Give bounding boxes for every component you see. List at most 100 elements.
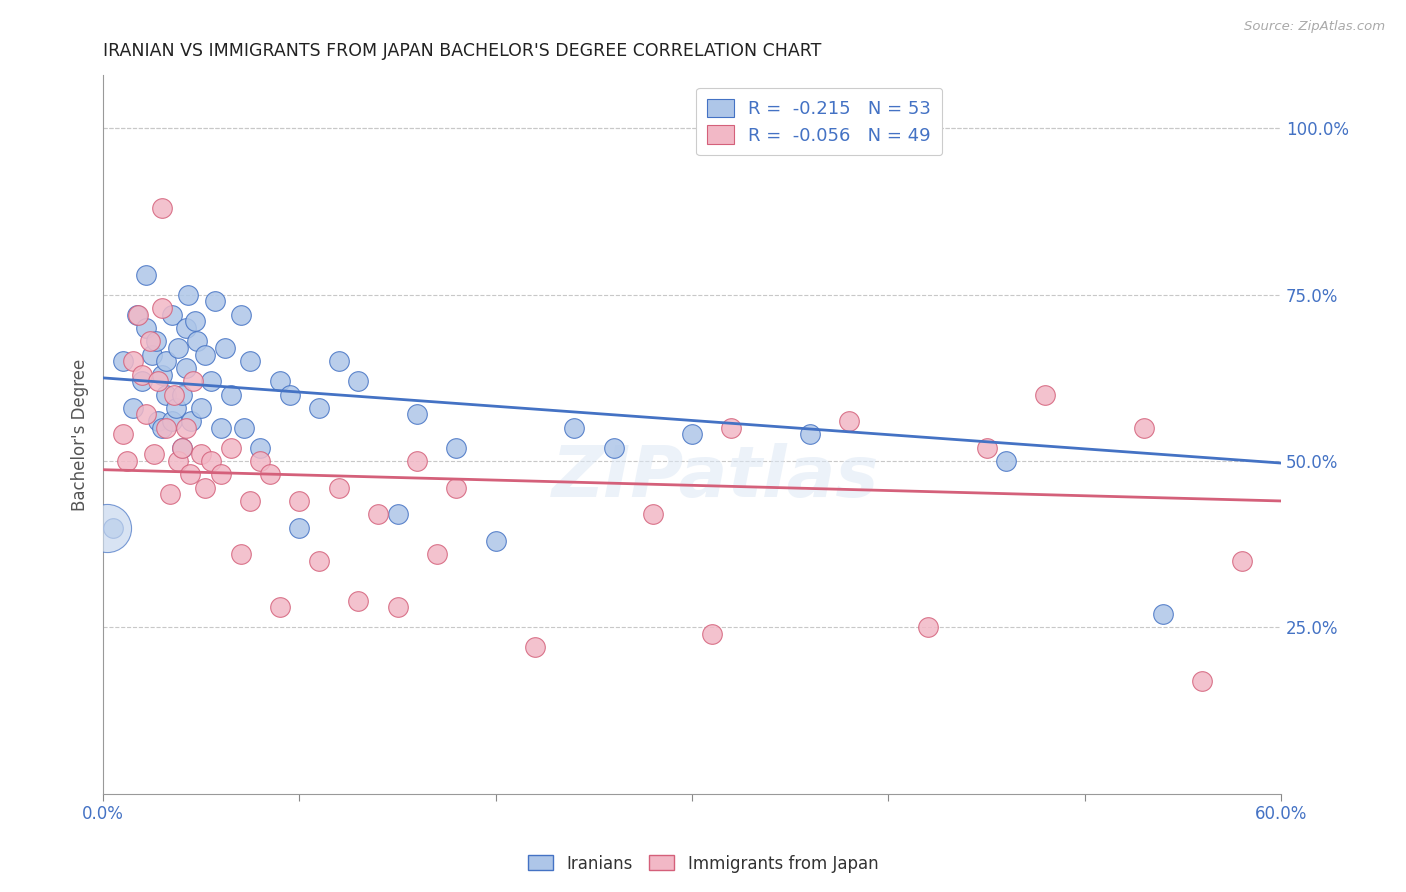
Point bbox=[259, 467, 281, 482]
Point bbox=[249, 441, 271, 455]
Point bbox=[1230, 554, 1253, 568]
Point bbox=[170, 387, 193, 401]
Point bbox=[131, 368, 153, 382]
Point bbox=[135, 321, 157, 335]
Point bbox=[269, 600, 291, 615]
Point bbox=[209, 467, 232, 482]
Text: ZIPatlas: ZIPatlas bbox=[553, 443, 879, 512]
Point bbox=[995, 454, 1018, 468]
Point bbox=[165, 401, 187, 415]
Point bbox=[367, 508, 389, 522]
Point bbox=[174, 421, 197, 435]
Point bbox=[229, 547, 252, 561]
Point bbox=[190, 401, 212, 415]
Point bbox=[121, 401, 143, 415]
Point bbox=[446, 481, 468, 495]
Point bbox=[1152, 607, 1174, 621]
Point bbox=[135, 268, 157, 282]
Point bbox=[155, 354, 177, 368]
Point bbox=[209, 421, 232, 435]
Point bbox=[150, 201, 173, 215]
Point bbox=[269, 374, 291, 388]
Point bbox=[387, 600, 409, 615]
Point bbox=[170, 441, 193, 455]
Point bbox=[145, 334, 167, 349]
Y-axis label: Bachelor's Degree: Bachelor's Degree bbox=[72, 359, 89, 510]
Point bbox=[446, 441, 468, 455]
Point bbox=[233, 421, 256, 435]
Point bbox=[101, 520, 124, 534]
Point bbox=[160, 308, 183, 322]
Point bbox=[159, 487, 181, 501]
Point bbox=[131, 374, 153, 388]
Point bbox=[308, 401, 330, 415]
Point bbox=[720, 421, 742, 435]
Point bbox=[174, 360, 197, 375]
Point bbox=[406, 408, 429, 422]
Point bbox=[1132, 421, 1154, 435]
Point bbox=[166, 454, 188, 468]
Point bbox=[838, 414, 860, 428]
Point bbox=[115, 454, 138, 468]
Point bbox=[150, 421, 173, 435]
Point bbox=[347, 593, 370, 607]
Point bbox=[406, 454, 429, 468]
Point bbox=[799, 427, 821, 442]
Point bbox=[121, 354, 143, 368]
Text: IRANIAN VS IMMIGRANTS FROM JAPAN BACHELOR'S DEGREE CORRELATION CHART: IRANIAN VS IMMIGRANTS FROM JAPAN BACHELO… bbox=[103, 42, 821, 60]
Legend: R =  -0.215   N = 53, R =  -0.056   N = 49: R = -0.215 N = 53, R = -0.056 N = 49 bbox=[696, 87, 942, 155]
Point bbox=[347, 374, 370, 388]
Point bbox=[135, 408, 157, 422]
Point bbox=[917, 620, 939, 634]
Point bbox=[219, 387, 242, 401]
Point bbox=[194, 348, 217, 362]
Point bbox=[562, 421, 585, 435]
Point bbox=[387, 508, 409, 522]
Point bbox=[139, 334, 162, 349]
Point bbox=[150, 301, 173, 315]
Point bbox=[426, 547, 449, 561]
Point bbox=[180, 414, 202, 428]
Point bbox=[524, 640, 547, 655]
Legend: Iranians, Immigrants from Japan: Iranians, Immigrants from Japan bbox=[522, 848, 884, 880]
Point bbox=[239, 354, 262, 368]
Point bbox=[160, 414, 183, 428]
Point bbox=[278, 387, 301, 401]
Point bbox=[146, 414, 169, 428]
Point bbox=[641, 508, 664, 522]
Point bbox=[204, 294, 226, 309]
Point bbox=[700, 627, 723, 641]
Point bbox=[184, 314, 207, 328]
Point bbox=[328, 481, 350, 495]
Point bbox=[190, 447, 212, 461]
Point bbox=[239, 494, 262, 508]
Point bbox=[163, 387, 186, 401]
Point bbox=[125, 308, 148, 322]
Point bbox=[141, 348, 163, 362]
Point bbox=[166, 341, 188, 355]
Point bbox=[155, 387, 177, 401]
Point bbox=[328, 354, 350, 368]
Point bbox=[229, 308, 252, 322]
Point bbox=[111, 427, 134, 442]
Text: Source: ZipAtlas.com: Source: ZipAtlas.com bbox=[1244, 20, 1385, 33]
Point bbox=[200, 454, 222, 468]
Point bbox=[174, 321, 197, 335]
Point bbox=[194, 481, 217, 495]
Point bbox=[150, 368, 173, 382]
Point bbox=[1191, 673, 1213, 688]
Point bbox=[186, 334, 208, 349]
Point bbox=[288, 494, 311, 508]
Point bbox=[219, 441, 242, 455]
Point bbox=[976, 441, 998, 455]
Point bbox=[146, 374, 169, 388]
Point bbox=[143, 447, 166, 461]
Point bbox=[183, 374, 205, 388]
Point bbox=[127, 308, 149, 322]
Point bbox=[288, 520, 311, 534]
Point bbox=[176, 287, 198, 301]
Point bbox=[155, 421, 177, 435]
Point bbox=[681, 427, 703, 442]
Point bbox=[96, 520, 118, 534]
Point bbox=[170, 441, 193, 455]
